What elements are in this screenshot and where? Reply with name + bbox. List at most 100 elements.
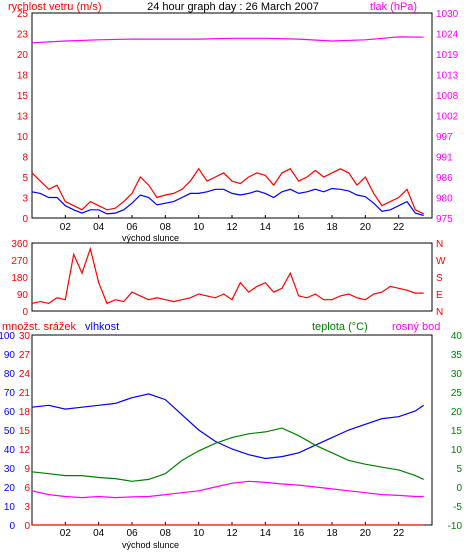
x-tick-label: 14	[260, 528, 272, 539]
humidity-tick: 6	[24, 483, 30, 494]
wind-speed-line	[31, 167, 424, 215]
wind-tick: 13	[17, 112, 29, 123]
humidity-axis-label: vlhkost	[85, 321, 119, 333]
pressure-tick: 980	[436, 194, 453, 205]
pressure-line	[31, 36, 424, 44]
precipitation-tick-labels: 0 10 20 30 40 50 60 70 80 90 100	[0, 331, 15, 532]
sunrise-label-2: východ slunce	[122, 540, 179, 550]
precipitation-tick: 60	[4, 407, 16, 418]
x-tick-label: 12	[226, 222, 238, 233]
x-tick-label: 04	[93, 222, 105, 233]
precipitation-tick: 70	[4, 388, 16, 399]
temperature-tick: 5	[456, 464, 462, 475]
wind-tick: 18	[17, 71, 29, 82]
pressure-tick-labels: 975 980 986 991 997 1002 1008 1013 1019 1024 1030	[436, 9, 459, 225]
x-tick-label: 20	[360, 528, 372, 539]
wind-tick: 5	[22, 173, 28, 184]
x-tick-label: 02	[60, 528, 72, 539]
compass-tick: N	[436, 307, 443, 318]
pressure-axis-label: tlak (hPa)	[370, 1, 417, 13]
humidity-tick: 3	[24, 502, 30, 513]
humidity-temperature-panel: množst. srážek vlhkost teplota (°C) rosn…	[0, 321, 462, 550]
temperature-tick: 35	[451, 350, 463, 361]
direction-tick: 0	[22, 307, 28, 318]
temp-series-group	[31, 393, 425, 526]
direction-tick: 270	[11, 256, 28, 267]
temperature-tick: 15	[451, 426, 463, 437]
direction-series-group	[31, 246, 424, 305]
x-tick-label: 04	[93, 528, 105, 539]
pressure-tick: 997	[436, 132, 453, 143]
humidity-tick: 21	[19, 388, 31, 399]
direction-tick: 180	[11, 273, 28, 284]
precipitation-tick: 40	[4, 445, 16, 456]
wind-tick: 15	[17, 91, 29, 102]
wind-tick: 23	[17, 30, 29, 41]
x-tick-label: 20	[360, 222, 372, 233]
x-tick-label: 18	[326, 222, 338, 233]
humidity-tick: 24	[19, 369, 31, 380]
sunrise-label-1: východ slunce	[122, 233, 179, 243]
wind-x-tick-labels: 02 04 06 08 10 12 14 16 18 20 22	[60, 215, 405, 233]
temperature-tick: -10	[448, 521, 463, 532]
wind-tick: 10	[17, 132, 29, 143]
temperature-tick: 40	[451, 331, 463, 342]
pressure-tick: 1008	[436, 91, 459, 102]
wind-tick: 25	[17, 9, 29, 20]
x-tick-label: 18	[326, 528, 338, 539]
direction-plot-frame	[31, 242, 433, 312]
compass-tick: E	[436, 290, 443, 301]
precipitation-tick: 20	[4, 483, 16, 494]
pressure-tick: 986	[436, 173, 453, 184]
x-tick-label: 22	[393, 222, 405, 233]
pressure-tick: 1013	[436, 71, 459, 82]
humidity-tick: 9	[24, 464, 30, 475]
temp-x-tick-labels: 02 04 06 08 10 12 14 16 18 20 22	[60, 522, 405, 539]
x-tick-label: 08	[160, 222, 172, 233]
humidity-tick: 12	[19, 445, 31, 456]
humidity-tick: 30	[19, 331, 31, 342]
compass-tick: S	[436, 273, 443, 284]
precipitation-tick: 30	[4, 464, 16, 475]
temperature-line	[31, 427, 424, 482]
x-tick-label: 06	[126, 528, 138, 539]
wind-tick: 8	[22, 153, 28, 164]
x-tick-label: 12	[226, 528, 238, 539]
x-tick-label: 06	[126, 222, 138, 233]
humidity-tick-labels: 0 3 6 9 12 15 18 21 24 27 30	[19, 331, 31, 532]
wind-tick: 0	[22, 214, 28, 225]
direction-tick: 90	[17, 290, 29, 301]
wind-direction-line	[31, 246, 424, 305]
precipitation-tick: 0	[9, 521, 15, 532]
wind-axis-label: rychlost vetru (m/s)	[8, 1, 102, 13]
pressure-tick: 1019	[436, 50, 459, 61]
precipitation-tick: 10	[4, 502, 16, 513]
humidity-tick: 18	[19, 407, 31, 418]
humidity-tick: 15	[19, 426, 31, 437]
humidity-tick: 0	[24, 521, 30, 532]
direction-tick-labels: 0 90 180 270 360	[11, 239, 28, 318]
x-tick-label: 16	[293, 528, 305, 539]
x-tick-label: 16	[293, 222, 305, 233]
x-tick-label: 10	[193, 222, 205, 233]
wind-pressure-panel: rychlost vetru (m/s) 24 hour graph day :…	[8, 1, 459, 243]
x-tick-label: 02	[60, 222, 72, 233]
pressure-tick: 975	[436, 214, 453, 225]
direction-tick: 360	[11, 239, 28, 250]
temperature-tick: -5	[453, 502, 462, 513]
x-tick-label: 14	[260, 222, 272, 233]
chart-title: 24 hour graph day : 26 March 2007	[147, 1, 319, 13]
compass-tick: W	[436, 256, 446, 267]
pressure-tick: 1030	[436, 9, 459, 20]
precipitation-tick: 100	[0, 331, 15, 342]
pressure-tick: 1024	[436, 30, 459, 41]
pressure-tick: 991	[436, 153, 453, 164]
temperature-tick: 25	[451, 388, 463, 399]
humidity-line	[31, 393, 425, 460]
wind-tick: 20	[17, 50, 29, 61]
temperature-tick: 10	[451, 445, 463, 456]
temperature-tick: 30	[451, 369, 463, 380]
